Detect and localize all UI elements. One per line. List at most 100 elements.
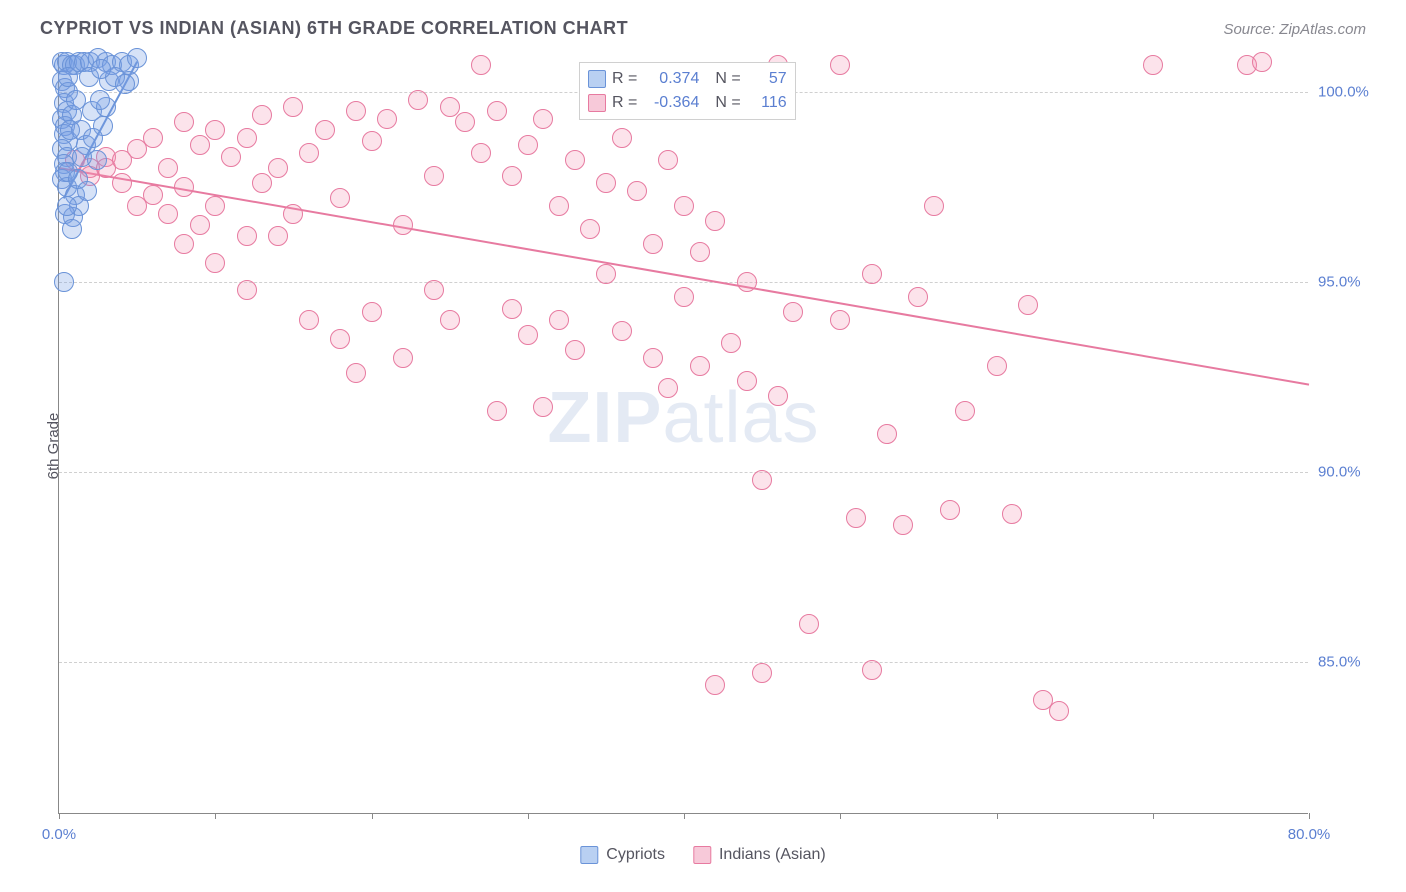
data-point-indians [846,508,866,528]
data-point-cypriots [115,74,135,94]
data-point-indians [205,196,225,216]
data-point-indians [346,101,366,121]
data-point-indians [908,287,928,307]
data-point-indians [580,219,600,239]
legend-label: Cypriots [606,846,665,864]
data-point-indians [112,173,132,193]
chart-container: CYPRIOT VS INDIAN (ASIAN) 6TH GRADE CORR… [0,0,1406,892]
data-point-indians [533,109,553,129]
data-point-cypriots [77,181,97,201]
n-value: 116 [747,91,787,115]
data-point-indians [158,204,178,224]
data-point-indians [377,109,397,129]
data-point-indians [424,280,444,300]
data-point-indians [768,386,788,406]
data-point-cypriots [90,90,110,110]
x-tick-label: 0.0% [42,826,76,843]
data-point-indians [502,166,522,186]
data-point-indians [471,55,491,75]
data-point-indians [705,211,725,231]
data-point-indians [221,147,241,167]
data-point-indians [362,131,382,151]
data-point-indians [330,188,350,208]
data-point-indians [268,226,288,246]
swatch-indians [588,94,606,112]
y-tick-label: 100.0% [1318,84,1388,101]
data-point-indians [455,112,475,132]
stats-row-cypriots: R =0.374N =57 [588,67,787,91]
data-point-indians [268,158,288,178]
x-tick-label: 80.0% [1288,826,1331,843]
stats-row-indians: R =-0.364N =116 [588,91,787,115]
data-point-indians [299,310,319,330]
data-point-indians [143,185,163,205]
data-point-cypriots [60,120,80,140]
data-point-indians [487,101,507,121]
data-point-indians [362,302,382,322]
data-point-indians [565,150,585,170]
data-point-indians [940,500,960,520]
data-point-indians [893,515,913,535]
legend-item-indians: Indians (Asian) [693,846,826,864]
data-point-indians [565,340,585,360]
trend-layer [59,54,1309,814]
data-point-indians [737,272,757,292]
y-tick-label: 95.0% [1318,274,1388,291]
data-point-indians [237,128,257,148]
data-point-cypriots [54,272,74,292]
r-label: R = [612,91,637,115]
data-point-indians [487,401,507,421]
data-point-indians [752,470,772,490]
legend-swatch-cypriots [580,846,598,864]
n-value: 57 [747,67,787,91]
data-point-indians [252,173,272,193]
data-point-indians [205,253,225,273]
data-point-indians [1252,52,1272,72]
data-point-cypriots [58,67,78,87]
data-point-indians [471,143,491,163]
y-tick-label: 85.0% [1318,654,1388,671]
data-point-indians [830,310,850,330]
legend-label: Indians (Asian) [719,846,826,864]
data-point-indians [252,105,272,125]
data-point-indians [533,397,553,417]
bottom-legend: Cypriots Indians (Asian) [580,846,825,864]
data-point-indians [737,371,757,391]
legend-item-cypriots: Cypriots [580,846,665,864]
data-point-indians [924,196,944,216]
data-point-indians [1049,701,1069,721]
data-point-cypriots [83,128,103,148]
data-point-indians [237,280,257,300]
data-point-indians [174,234,194,254]
data-point-indians [549,196,569,216]
data-point-indians [283,97,303,117]
data-point-indians [440,97,460,117]
data-point-indians [987,356,1007,376]
data-point-indians [721,333,741,353]
data-point-indians [502,299,522,319]
data-point-cypriots [62,219,82,239]
data-point-cypriots [57,196,77,216]
y-tick-label: 90.0% [1318,464,1388,481]
data-point-indians [658,150,678,170]
data-point-indians [1002,504,1022,524]
data-point-indians [674,196,694,216]
legend-swatch-indians [693,846,711,864]
data-point-indians [393,348,413,368]
data-point-indians [674,287,694,307]
data-point-indians [799,614,819,634]
r-label: R = [612,67,637,91]
n-label: N = [715,67,740,91]
data-point-indians [549,310,569,330]
data-point-indians [690,242,710,262]
data-point-indians [440,310,460,330]
data-point-indians [783,302,803,322]
data-point-indians [596,173,616,193]
data-point-indians [752,663,772,683]
chart-title: CYPRIOT VS INDIAN (ASIAN) 6TH GRADE CORR… [40,18,628,39]
source-label: Source: ZipAtlas.com [1223,21,1366,38]
data-point-indians [174,177,194,197]
data-point-indians [205,120,225,140]
data-point-indians [1018,295,1038,315]
data-point-indians [955,401,975,421]
